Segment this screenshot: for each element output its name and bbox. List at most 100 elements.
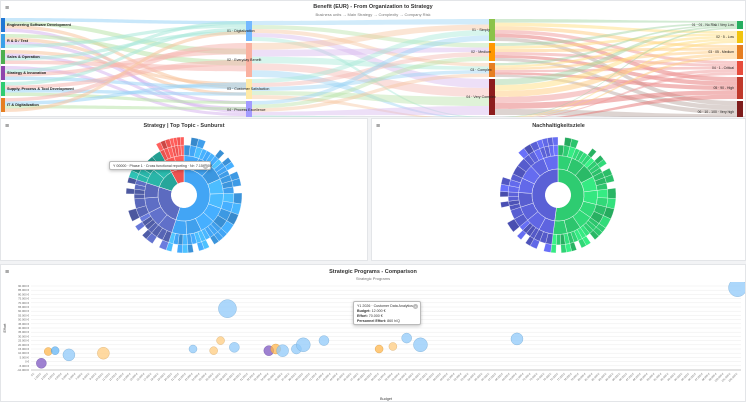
- bubble-menu-icon[interactable]: ≡: [5, 269, 10, 276]
- sunburst-segment: [182, 234, 188, 246]
- x-tick-label: 9.000 €: [88, 371, 97, 380]
- x-tick-label: 57.000 €: [418, 371, 428, 381]
- sunburst-segment: [596, 188, 609, 199]
- x-tick-label: 0 €: [30, 371, 36, 377]
- sunburst2-menu-icon[interactable]: ≡: [376, 123, 381, 130]
- x-tick-label: 65.000 €: [473, 371, 483, 381]
- sankey-flow: [252, 56, 489, 109]
- x-tick-label: 101.000 €: [720, 371, 731, 382]
- sankey-label-complexity: 02 · Medium: [471, 50, 491, 54]
- x-tick-label: 3.000 €: [47, 371, 56, 380]
- x-tick-label: 39.000 €: [294, 371, 304, 381]
- x-tick-label: 86.000 €: [618, 371, 628, 381]
- bubble-point: [36, 358, 47, 369]
- sankey-label-business-unit: Strategy & Innovation: [7, 71, 47, 75]
- x-tick-label: 33.000 €: [253, 371, 263, 381]
- x-tick-label: 96.000 €: [687, 371, 697, 381]
- sunburst1-title: Strategy | Top Topic - Sunburst: [143, 123, 225, 129]
- x-tick-label: 17.000 €: [142, 371, 152, 381]
- x-tick-label: 76.000 €: [549, 371, 559, 381]
- x-tick-label: 95.000 €: [680, 371, 690, 381]
- x-tick-label: 5.000 €: [61, 371, 70, 380]
- sankey-flow: [252, 70, 489, 91]
- sankey-flow: [495, 69, 737, 103]
- x-tick-label: 26.000 €: [204, 371, 214, 381]
- sankey-flow: [495, 38, 737, 91]
- sankey-chart: Engineering Software Development R & D / …: [1, 18, 743, 117]
- sunburst1-menu-icon[interactable]: ≡: [5, 123, 10, 130]
- sankey-flow: [252, 91, 489, 106]
- sankey-node-business-unit: [1, 18, 5, 32]
- x-tick-label: 88.000 €: [632, 371, 642, 381]
- sankey-flow: [495, 22, 737, 34]
- sankey-node-risk: [737, 77, 743, 99]
- x-tick-label: 84.000 €: [604, 371, 614, 381]
- sankey-node-business-unit: [1, 98, 5, 112]
- bubble-tooltip: Y1 2026 · Customer Data Analytics Budget…: [353, 301, 421, 325]
- x-tick-label: 91.000 €: [652, 371, 662, 381]
- sunburst-segment: [553, 144, 559, 156]
- x-tick-label: 68.000 €: [494, 371, 504, 381]
- sankey-flow: [495, 74, 737, 115]
- y-tick-label: 10.000 €: [18, 351, 29, 355]
- x-tick-label: 82.000 €: [590, 371, 600, 381]
- bubble-point: [209, 346, 218, 355]
- x-tick-label: 13.000 €: [115, 371, 125, 381]
- x-tick-label: 21.000 €: [170, 371, 180, 381]
- sankey-flow: [252, 106, 489, 116]
- x-tick-label: 10.000 €: [94, 371, 104, 381]
- sunburst-segment: [499, 191, 509, 197]
- bubble-point: [388, 342, 398, 351]
- close-icon[interactable]: ×: [413, 304, 418, 309]
- sankey-flow: [5, 50, 246, 86]
- sunburst-segment: [543, 243, 552, 253]
- sankey-flow: [5, 21, 246, 55]
- close-icon[interactable]: ×: [203, 164, 208, 169]
- bubble-panel: ≡ Strategic Programs - Comparison Strate…: [0, 264, 746, 402]
- x-tick-label: 31.000 €: [239, 371, 249, 381]
- x-tick-label: 43.000 €: [322, 371, 332, 381]
- sankey-title: Benefit (EUR) - From Organization to Str…: [313, 4, 433, 10]
- x-tick-label: 87.000 €: [625, 371, 635, 381]
- x-tick-label: 56.000 €: [411, 371, 421, 381]
- x-tick-label: 71.000 €: [515, 371, 525, 381]
- tooltip-personnel-value: 860 h/Q: [387, 319, 400, 323]
- sankey-flow: [495, 72, 737, 91]
- sunburst-segment: [187, 244, 194, 254]
- x-tick-label: 99.000 €: [708, 371, 718, 381]
- sankey-flow: [252, 95, 436, 117]
- sunburst1-tooltip-text: Y 00000 · Phase 1 · Cross functional rep…: [113, 164, 212, 168]
- tooltip-effort-label: Effort:: [357, 314, 368, 318]
- sankey-flow: [5, 18, 246, 25]
- y-tick-label: 20.000 €: [18, 343, 29, 347]
- sunburst-segment: [607, 187, 617, 199]
- y-tick-label: 70.000 €: [18, 301, 29, 305]
- sankey-subtitle: Business units → Main Strategy → Complex…: [315, 12, 431, 17]
- x-tick-label: 16.000 €: [135, 371, 145, 381]
- x-tick-label: 50.000 €: [370, 371, 380, 381]
- sankey-menu-icon[interactable]: ≡: [5, 5, 10, 12]
- x-tick-label: 27.000 €: [211, 371, 221, 381]
- sankey-label-strategy: 04 · Process Excellence: [227, 108, 266, 112]
- sankey-flow: [495, 53, 737, 97]
- bubble-point: [401, 332, 412, 344]
- sankey-flow: [495, 22, 737, 46]
- x-tick-label: 58.000 €: [425, 371, 435, 381]
- x-tick-label: 15.000 €: [129, 371, 139, 381]
- bubble-point: [510, 332, 524, 346]
- y-tick-label: 85.000 €: [18, 288, 29, 292]
- sankey-flow: [5, 105, 246, 110]
- sankey-flow: [252, 25, 489, 48]
- x-tick-label: 49.000 €: [363, 371, 373, 381]
- x-tick-label: 24.000 €: [191, 371, 201, 381]
- sankey-flow: [5, 82, 246, 105]
- x-tick-label: 34.000 €: [260, 371, 270, 381]
- bubble-point: [229, 342, 240, 353]
- x-tick-label: 29.000 €: [225, 371, 235, 381]
- x-tick-label: 70.000 €: [508, 371, 518, 381]
- x-tick-label: 100.000 €: [713, 371, 724, 382]
- bubble-point: [374, 344, 384, 354]
- sankey-node-business-unit: [1, 66, 5, 80]
- x-tick-label: 85.000 €: [611, 371, 621, 381]
- x-tick-label: 102.000 €: [727, 371, 738, 382]
